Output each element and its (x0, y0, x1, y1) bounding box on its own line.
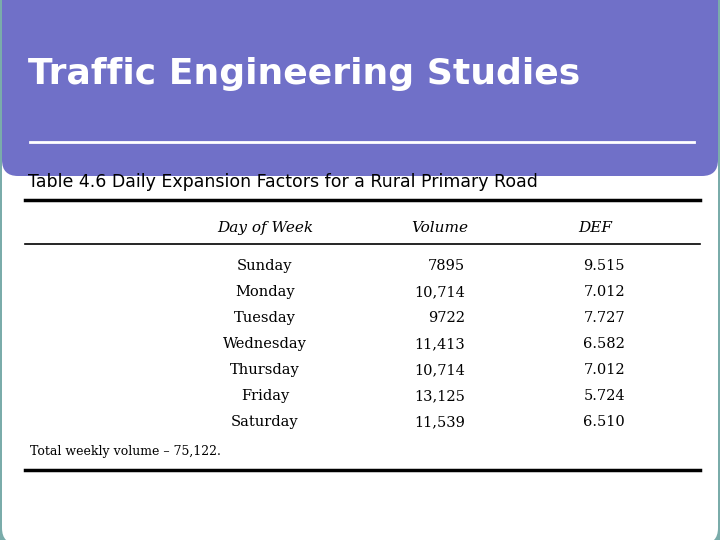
Text: Wednesday: Wednesday (223, 337, 307, 351)
Text: 5.724: 5.724 (583, 389, 625, 403)
Text: DEF: DEF (578, 221, 612, 235)
Text: Saturday: Saturday (231, 415, 299, 429)
Text: Traffic Engineering Studies: Traffic Engineering Studies (28, 57, 580, 91)
Text: 13,125: 13,125 (414, 389, 465, 403)
Text: 9.515: 9.515 (583, 259, 625, 273)
Text: Table 4.6 Daily Expansion Factors for a Rural Primary Road: Table 4.6 Daily Expansion Factors for a … (28, 173, 538, 191)
Text: Day of Week: Day of Week (217, 221, 313, 235)
Text: 6.582: 6.582 (583, 337, 625, 351)
Text: 7.012: 7.012 (583, 363, 625, 377)
Text: 11,539: 11,539 (414, 415, 465, 429)
FancyBboxPatch shape (2, 0, 718, 176)
Text: 11,413: 11,413 (414, 337, 465, 351)
Text: 7895: 7895 (428, 259, 465, 273)
Text: 10,714: 10,714 (414, 363, 465, 377)
Text: Tuesday: Tuesday (234, 311, 296, 325)
Text: 6.510: 6.510 (583, 415, 625, 429)
Text: Volume: Volume (412, 221, 469, 235)
Text: Thursday: Thursday (230, 363, 300, 377)
Text: 7.012: 7.012 (583, 285, 625, 299)
Text: Monday: Monday (235, 285, 294, 299)
Text: 9722: 9722 (428, 311, 465, 325)
Text: Total weekly volume – 75,122.: Total weekly volume – 75,122. (30, 446, 221, 458)
Text: 10,714: 10,714 (414, 285, 465, 299)
Text: Friday: Friday (241, 389, 289, 403)
Text: Sunday: Sunday (238, 259, 293, 273)
Text: 7.727: 7.727 (583, 311, 625, 325)
